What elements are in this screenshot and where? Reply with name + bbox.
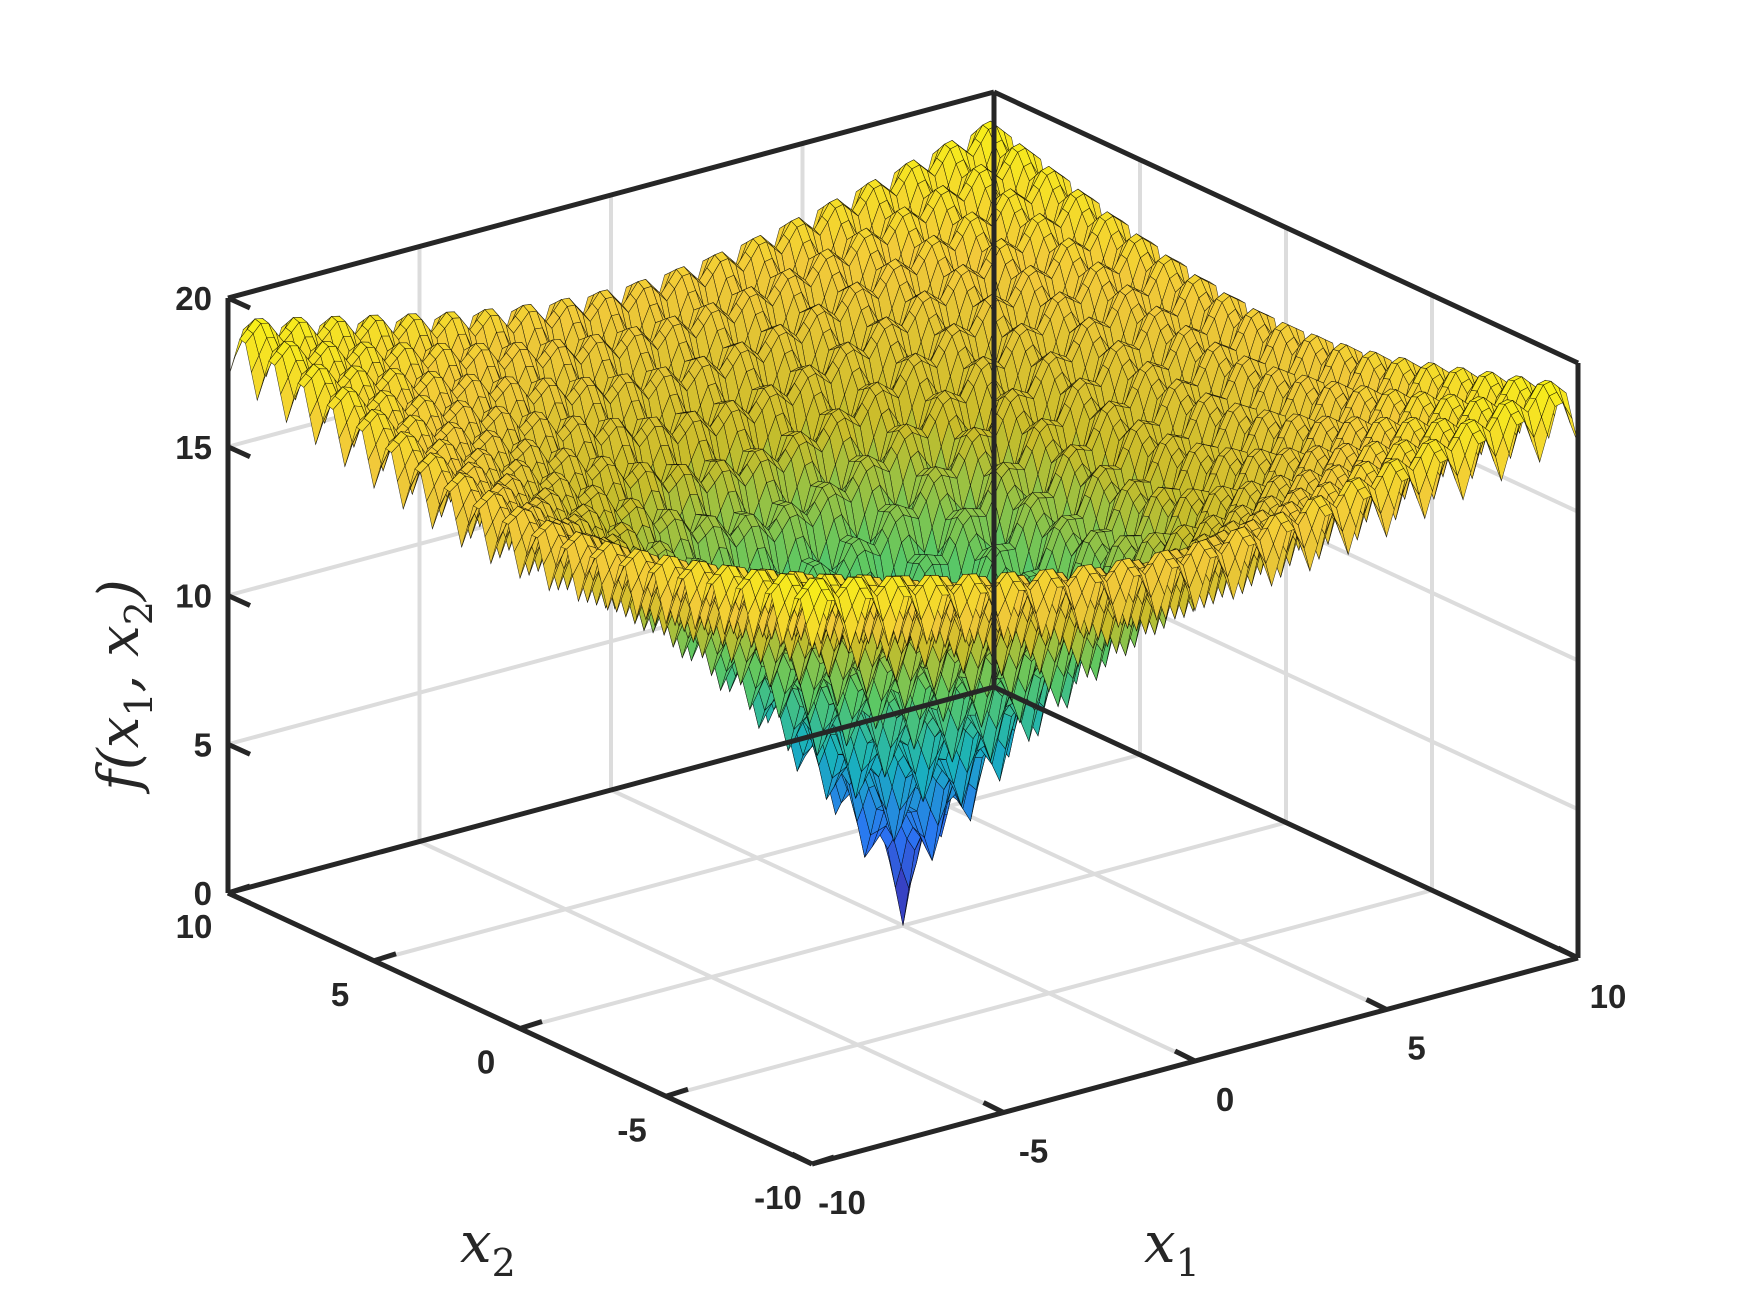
surface-mesh	[227, 120, 1579, 926]
floor-grid-x2	[373, 752, 1141, 963]
floor-grid-x2	[665, 888, 1433, 1099]
